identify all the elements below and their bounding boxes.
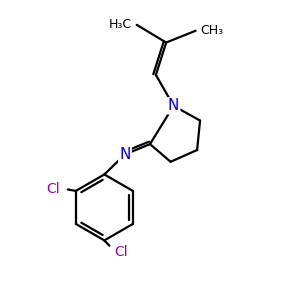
Text: Cl: Cl bbox=[46, 182, 60, 197]
Text: N: N bbox=[119, 147, 131, 162]
Text: Cl: Cl bbox=[115, 244, 128, 259]
Text: CH₃: CH₃ bbox=[200, 24, 223, 37]
Text: H₃C: H₃C bbox=[109, 18, 132, 32]
Text: N: N bbox=[168, 98, 179, 113]
